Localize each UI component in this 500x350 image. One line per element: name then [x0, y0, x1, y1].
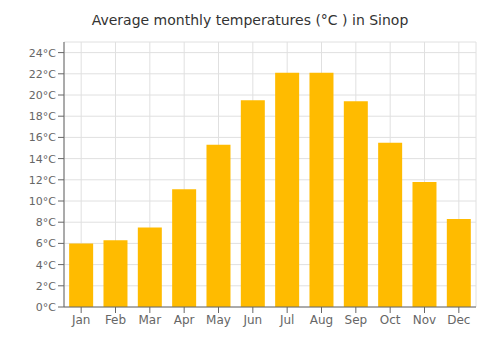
svg-text:Aug: Aug	[310, 313, 333, 327]
svg-text:20°C: 20°C	[29, 89, 56, 102]
svg-text:10°C: 10°C	[29, 195, 56, 208]
svg-text:Apr: Apr	[174, 313, 195, 327]
svg-text:Jan: Jan	[71, 313, 91, 327]
svg-text:16°C: 16°C	[29, 131, 56, 144]
svg-text:6°C: 6°C	[36, 237, 56, 250]
svg-text:Nov: Nov	[413, 313, 436, 327]
svg-text:18°C: 18°C	[29, 110, 56, 123]
svg-text:Jul: Jul	[279, 313, 294, 327]
svg-text:14°C: 14°C	[29, 153, 56, 166]
svg-text:24°C: 24°C	[29, 47, 56, 60]
svg-text:Oct: Oct	[380, 313, 401, 327]
html-text:Average monthly temperatures (: Average monthly temperatures (°C ) in Si…	[91, 12, 409, 28]
svg-text:May: May	[206, 313, 231, 327]
svg-text:12°C: 12°C	[29, 174, 56, 187]
svg-text:Sep: Sep	[345, 313, 368, 327]
svg-text:2°C: 2°C	[36, 280, 56, 293]
svg-text:8°C: 8°C	[36, 216, 56, 229]
svg-text:4°C: 4°C	[36, 259, 56, 272]
svg-text:Dec: Dec	[447, 313, 470, 327]
svg-text:22°C: 22°C	[29, 68, 56, 81]
svg-text:Feb: Feb	[105, 313, 126, 327]
svg-text:Mar: Mar	[139, 313, 162, 327]
svg-text:0°C: 0°C	[36, 301, 56, 314]
svg-text:Jun: Jun	[242, 313, 262, 327]
